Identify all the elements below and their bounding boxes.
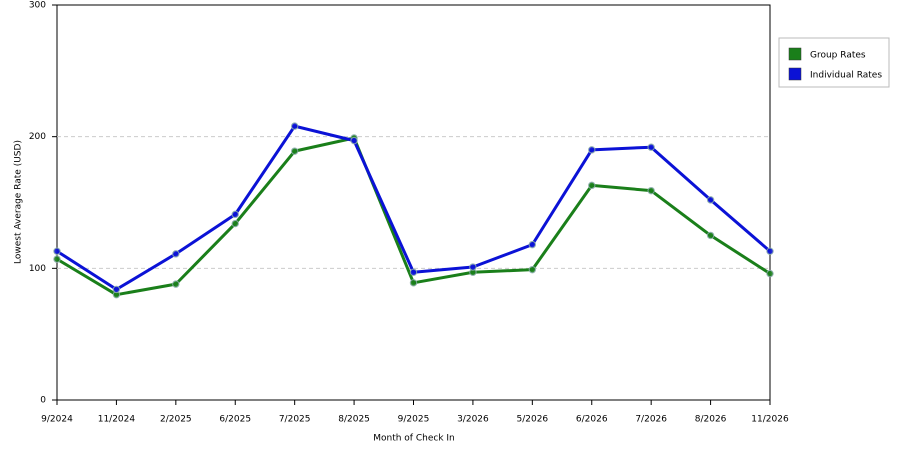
data-point bbox=[588, 146, 596, 154]
data-point bbox=[290, 147, 299, 155]
data-point bbox=[172, 250, 180, 258]
data-point bbox=[766, 269, 774, 278]
data-point bbox=[409, 279, 418, 287]
data-point bbox=[53, 247, 61, 255]
plot-frame bbox=[56, 4, 771, 401]
data-point bbox=[112, 285, 121, 294]
data-point bbox=[290, 122, 299, 130]
data-point bbox=[409, 268, 418, 276]
y-tick-label: 200 bbox=[29, 132, 46, 142]
data-point bbox=[231, 210, 239, 219]
y-tick-label: 0 bbox=[40, 396, 46, 406]
data-point bbox=[231, 219, 239, 228]
legend-swatch bbox=[788, 67, 802, 81]
data-point bbox=[350, 136, 358, 145]
x-tick-label: 8/2025 bbox=[338, 415, 370, 425]
data-point bbox=[588, 181, 596, 190]
x-tick-label: 2/2025 bbox=[160, 415, 192, 425]
data-point bbox=[647, 186, 655, 195]
y-axis-label: Lowest Average Rate (USD) bbox=[14, 140, 24, 264]
data-point bbox=[53, 255, 61, 263]
x-axis-label: Month of Check In bbox=[373, 434, 455, 444]
series-line bbox=[56, 124, 771, 291]
x-tick-label: 6/2026 bbox=[576, 415, 608, 425]
x-tick-label: 3/2026 bbox=[457, 415, 489, 425]
x-tick-label: 8/2026 bbox=[695, 415, 727, 425]
x-tick-label: 9/2024 bbox=[41, 415, 73, 425]
x-tick-label: 7/2025 bbox=[279, 415, 311, 425]
legend-box bbox=[778, 37, 890, 88]
legend-swatch bbox=[788, 47, 802, 61]
data-point bbox=[528, 265, 537, 274]
legend-label: Individual Rates bbox=[810, 71, 882, 81]
x-tick-label: 9/2025 bbox=[398, 415, 430, 425]
data-point bbox=[172, 280, 180, 288]
x-tick-label: 7/2026 bbox=[635, 415, 667, 425]
data-point bbox=[706, 196, 715, 204]
data-point bbox=[647, 143, 655, 151]
data-point bbox=[528, 240, 537, 249]
y-tick-label: 100 bbox=[29, 264, 46, 274]
x-tick-label: 11/2026 bbox=[751, 415, 789, 425]
y-tick-label: 300 bbox=[29, 1, 46, 11]
data-point bbox=[766, 247, 774, 255]
x-tick-label: 6/2025 bbox=[219, 415, 251, 425]
legend-label: Group Rates bbox=[810, 51, 866, 61]
data-point bbox=[706, 231, 715, 240]
data-point bbox=[469, 263, 477, 271]
x-tick-label: 5/2026 bbox=[516, 415, 548, 425]
x-tick-label: 11/2024 bbox=[98, 415, 136, 425]
